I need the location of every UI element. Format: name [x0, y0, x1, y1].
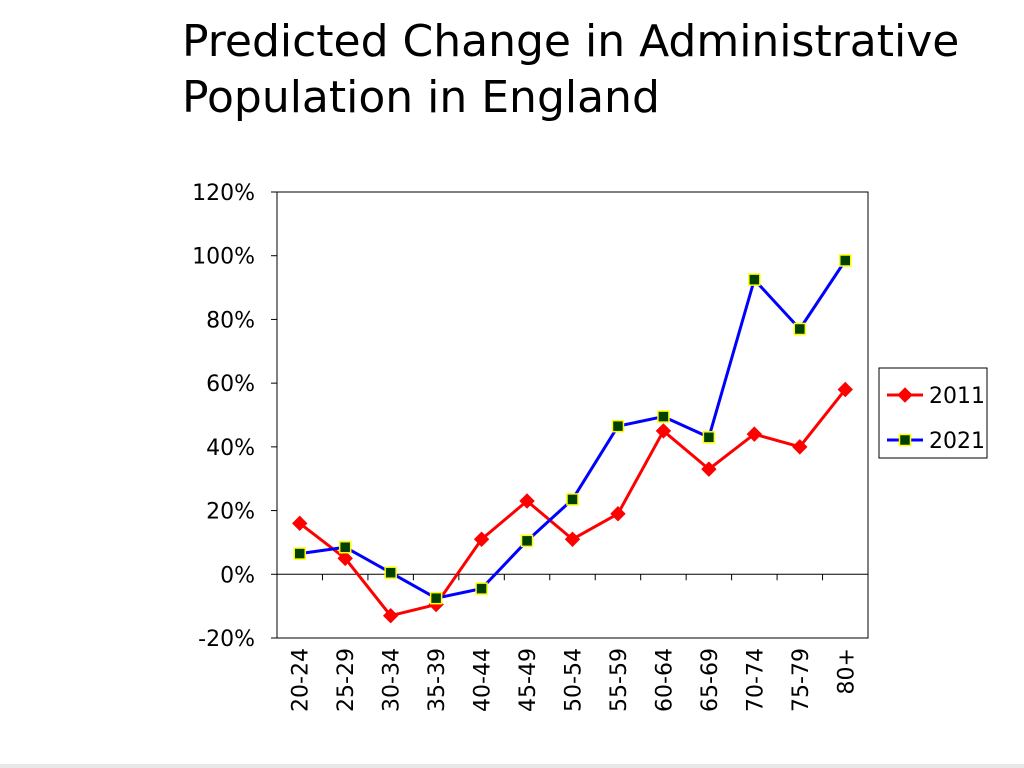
y-tick-label: 20% — [206, 500, 255, 525]
x-tick-label: 65-69 — [698, 648, 723, 712]
legend-swatch-marker — [898, 433, 912, 447]
legend-swatch-marker — [897, 387, 913, 403]
legend-label: 2011 — [929, 384, 985, 409]
y-tick-label: 100% — [192, 245, 255, 270]
data-point-2021 — [566, 493, 579, 506]
data-point-2011 — [292, 515, 308, 532]
data-point-2021 — [702, 431, 716, 444]
x-tick-label: 40-44 — [471, 648, 496, 712]
slide-title: Predicted Change in Administrative Popul… — [182, 14, 1012, 126]
data-point-2021 — [793, 322, 807, 336]
x-tick-label: 30-34 — [380, 648, 405, 712]
data-point-2011 — [701, 461, 717, 477]
data-point-2021 — [338, 540, 352, 554]
data-point-2011 — [746, 426, 763, 442]
y-tick-label: -20% — [198, 627, 255, 652]
data-point-2021 — [475, 582, 488, 595]
data-point-2011 — [564, 531, 581, 547]
data-point-2021 — [611, 419, 625, 433]
y-tick-label: 60% — [206, 372, 255, 397]
data-point-2011 — [792, 439, 808, 455]
data-point-2021 — [748, 273, 761, 286]
legend-label: 2021 — [929, 429, 985, 454]
slide-title-line-1: Predicted Change in Administrative — [182, 16, 960, 67]
data-point-2011 — [655, 423, 672, 439]
x-tick-label: 25-29 — [334, 648, 359, 712]
data-point-2011 — [382, 607, 399, 624]
x-tick-label: 80+ — [834, 648, 859, 694]
x-tick-label: 60-64 — [652, 648, 677, 712]
x-tick-label: 75-79 — [789, 648, 814, 712]
x-tick-label: 55-59 — [607, 648, 632, 712]
y-tick-label: 40% — [206, 436, 255, 461]
x-tick-label: 50-54 — [562, 648, 587, 712]
data-point-2021 — [657, 410, 670, 423]
y-tick-label: 80% — [206, 308, 255, 333]
plot-area-frame — [276, 191, 869, 639]
x-tick-label: 20-24 — [289, 648, 314, 712]
slide-title-line-2: Population in England — [182, 72, 660, 123]
x-tick-label: 45-49 — [516, 648, 541, 712]
data-point-2021 — [293, 547, 306, 560]
data-point-2011 — [337, 550, 353, 567]
legend-box — [878, 367, 988, 459]
y-tick-label: 0% — [220, 563, 255, 588]
data-point-2021 — [520, 534, 534, 548]
data-point-2011 — [610, 506, 626, 522]
x-tick-label: 70-74 — [743, 648, 768, 712]
data-point-2021 — [839, 254, 852, 267]
data-point-2021 — [384, 566, 397, 579]
y-tick-label: 120% — [192, 181, 255, 206]
slide-footer-divider — [0, 764, 1024, 768]
data-point-2021 — [429, 591, 443, 605]
data-point-2011 — [473, 531, 490, 547]
data-point-2011 — [837, 381, 853, 398]
data-point-2011 — [519, 493, 535, 509]
x-tick-label: 35-39 — [425, 648, 450, 712]
